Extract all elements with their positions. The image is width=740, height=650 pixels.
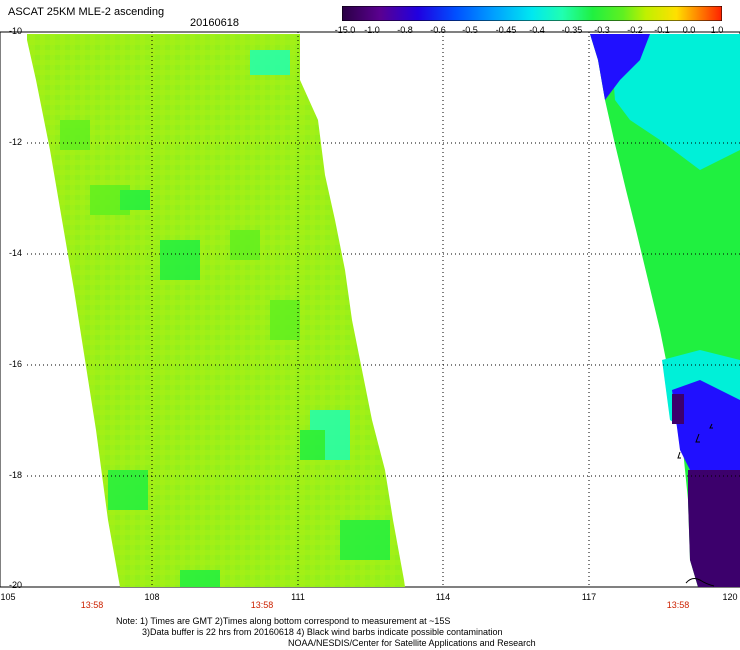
- time-label: 13:58: [666, 600, 690, 610]
- colorbar-tick: -0.3: [594, 25, 610, 35]
- lon-label: 108: [144, 592, 160, 602]
- colorbar-tick: -0.35: [561, 25, 583, 35]
- colorbar-tick: -0.6: [430, 25, 446, 35]
- colorbar-tick: -15.0: [334, 25, 356, 35]
- lat-label: -20: [8, 580, 22, 590]
- wind-barb: [695, 433, 700, 443]
- lat-label: -14: [8, 248, 22, 258]
- right-swath-cyan: [610, 34, 740, 170]
- time-label: 13:58: [250, 600, 274, 610]
- colorbar-tick: -0.4: [529, 25, 545, 35]
- note-line-3: NOAA/NESDIS/Center for Satellite Applica…: [288, 638, 536, 648]
- lat-label: -10: [8, 26, 22, 36]
- colorbar: [342, 6, 722, 21]
- product-date: 20160618: [190, 17, 239, 29]
- lon-label: 120: [722, 592, 738, 602]
- left-swath: [27, 34, 405, 587]
- colorbar-tick: -1.0: [364, 25, 380, 35]
- colorbar-tick: -0.2: [627, 25, 643, 35]
- lat-label: -16: [8, 359, 22, 369]
- right-swath-purple-spot: [672, 394, 684, 424]
- wind-barb: [709, 423, 713, 429]
- lon-label: 117: [581, 592, 597, 602]
- colorbar-tick: -0.8: [397, 25, 413, 35]
- product-title: ASCAT 25KM MLE-2 ascending: [8, 6, 165, 18]
- wind-barb: [677, 451, 681, 459]
- left-swath-patches: [60, 50, 390, 587]
- note-line-2: 3)Data buffer is 22 hrs from 20160618 4)…: [142, 627, 503, 637]
- right-swath-purple: [688, 470, 740, 587]
- lat-label: -12: [8, 137, 22, 147]
- colorbar-tick: 0.0: [682, 25, 696, 35]
- colorbar-tick: -0.5: [462, 25, 478, 35]
- lon-label: 105: [0, 592, 16, 602]
- lat-gridlines: [27, 142, 740, 477]
- colorbar-tick: -0.1: [654, 25, 670, 35]
- lon-gridlines: [151, 32, 590, 587]
- note-line-1: Note: 1) Times are GMT 2)Times along bot…: [116, 616, 451, 626]
- colorbar-tick: 1.0: [710, 25, 724, 35]
- lat-label: -18: [8, 470, 22, 480]
- right-swath-blue-top: [590, 34, 650, 100]
- time-label: 13:58: [80, 600, 104, 610]
- lon-label: 111: [291, 592, 305, 602]
- lon-label: 114: [435, 592, 451, 602]
- coastline: [685, 578, 715, 587]
- right-swath-blue-mid: [672, 380, 740, 470]
- colorbar-tick: -0.45: [495, 25, 517, 35]
